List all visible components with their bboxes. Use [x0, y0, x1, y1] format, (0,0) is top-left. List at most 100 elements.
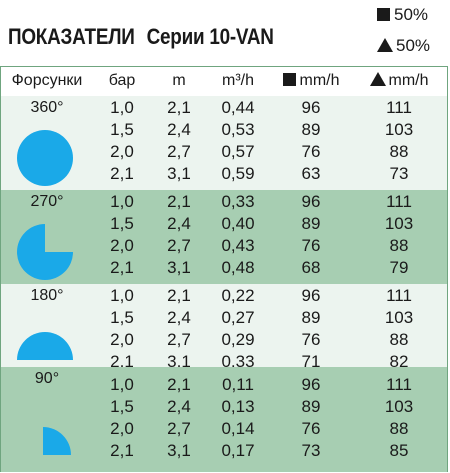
table-row: 2,0 2,7 0,43 76 88 [1, 234, 447, 257]
m-cell: 2,4 [167, 397, 191, 416]
precip-triangle-cell: 88 [389, 142, 409, 161]
bar-cell: 2,0 [110, 142, 134, 161]
precip-square-cell: 76 [301, 142, 321, 161]
square-icon [282, 73, 296, 86]
precip-square-cell: 73 [301, 441, 321, 460]
precip-triangle-cell: 88 [389, 236, 409, 255]
full-circle-icon [15, 128, 75, 193]
precip-triangle-cell: 103 [384, 308, 414, 327]
nozzle-group: 360° 1,0 2,1 0,44 96 111 1,5 2,4 0,53 89 103 2,0 2,7… [1, 96, 447, 190]
flow-cell: 0,17 [221, 441, 255, 460]
nozzle-angle: 90° [34, 370, 60, 387]
table-row: 2,1 3,1 0,59 63 73 [1, 162, 447, 185]
bar-cell: 1,0 [110, 375, 134, 394]
m-cell: 2,1 [167, 98, 191, 117]
precip-square-cell: 89 [301, 308, 321, 327]
table-row: 2,1 3,1 0,33 71 82 [1, 350, 447, 373]
m-cell: 2,1 [167, 192, 191, 211]
m-cell: 2,1 [167, 286, 191, 305]
m-cell: 3,1 [167, 441, 191, 460]
m-cell: 3,1 [167, 352, 191, 371]
half-circle-icon [15, 328, 75, 367]
precip-triangle-cell: 111 [386, 286, 412, 305]
triangle-icon [377, 38, 393, 52]
m-cell: 2,7 [167, 330, 191, 349]
flow-cell: 0,33 [221, 352, 255, 371]
header-m: m [172, 72, 186, 89]
bar-cell: 2,0 [110, 419, 134, 438]
flow-cell: 0,14 [221, 419, 255, 438]
flow-cell: 0,59 [221, 164, 255, 183]
flow-cell: 0,57 [221, 142, 255, 161]
table-row: 2,0 2,7 0,57 76 88 [1, 140, 447, 163]
table-row: 1,0 2,1 0,11 96 111 [1, 373, 447, 396]
precip-triangle-cell: 111 [386, 375, 412, 394]
header-precip-square: mm/h [269, 72, 353, 90]
header-nozzles: Форсунки [11, 72, 83, 89]
precip-triangle-cell: 88 [389, 330, 409, 349]
quarter-circle-icon [41, 423, 77, 462]
flow-cell: 0,40 [221, 214, 255, 233]
precip-square-cell: 96 [301, 192, 321, 211]
bar-cell: 2,1 [110, 352, 134, 371]
legend-triangle: 50% [377, 36, 430, 56]
precip-square-cell: 96 [301, 375, 321, 394]
flow-cell: 0,22 [221, 286, 255, 305]
flow-cell: 0,13 [221, 397, 255, 416]
m-cell: 2,1 [167, 375, 191, 394]
precip-square-cell: 76 [301, 330, 321, 349]
flow-cell: 0,11 [222, 375, 254, 394]
table-row: 1,0 2,1 0,44 96 111 [1, 96, 447, 119]
bar-cell: 1,5 [110, 308, 134, 327]
flow-cell: 0,29 [221, 330, 255, 349]
header-flow: m³/h [222, 72, 254, 89]
header-precip-triangle-label: mm/h [388, 72, 429, 89]
precip-triangle-cell: 88 [389, 419, 409, 438]
legend-triangle-label: 50% [396, 36, 431, 55]
precip-square-cell: 63 [301, 164, 321, 183]
bar-cell: 1,0 [110, 192, 134, 211]
nozzle-angle: 180° [30, 287, 64, 304]
m-cell: 2,7 [167, 236, 191, 255]
m-cell: 2,4 [167, 214, 191, 233]
precip-square-cell: 96 [301, 98, 321, 117]
table-row: 1,5 2,4 0,27 89 103 [1, 306, 447, 329]
table-row: 1,0 2,1 0,33 96 111 [1, 190, 447, 213]
flow-cell: 0,33 [221, 192, 255, 211]
bar-cell: 1,5 [110, 397, 134, 416]
table-row: 1,0 2,1 0,22 96 111 [1, 284, 447, 307]
m-cell: 2,7 [167, 419, 191, 438]
m-cell: 2,4 [167, 308, 191, 327]
precip-triangle-cell: 73 [389, 164, 409, 183]
bar-cell: 2,1 [110, 258, 134, 277]
header-precip-square-label: mm/h [299, 72, 340, 89]
precip-square-cell: 76 [301, 236, 321, 255]
square-icon [377, 8, 390, 21]
flow-cell: 0,43 [221, 236, 255, 255]
precip-square-cell: 89 [301, 397, 321, 416]
table-row: 1,5 2,4 0,40 89 103 [1, 212, 447, 235]
three-quarter-circle-icon [15, 222, 75, 287]
performance-table: Форсунки бар m m³/h mm/h mm/h 360° 1,0 2,1… [0, 66, 448, 472]
m-cell: 3,1 [167, 258, 191, 277]
table-row: 1,5 2,4 0,13 89 103 [1, 395, 447, 418]
table-row: 2,1 3,1 0,48 68 79 [1, 256, 447, 279]
bar-cell: 2,0 [110, 330, 134, 349]
bar-cell: 1,5 [110, 120, 134, 139]
flow-cell: 0,48 [221, 258, 255, 277]
header-bar: бар [108, 72, 136, 89]
precip-triangle-cell: 79 [389, 258, 409, 277]
bar-cell: 1,5 [110, 214, 134, 233]
series-subtitle: Серии 10-VAN [146, 24, 274, 49]
bar-cell: 1,0 [110, 286, 134, 305]
m-cell: 2,4 [167, 120, 191, 139]
legend-square: 50% [377, 5, 428, 25]
flow-cell: 0,44 [221, 98, 255, 117]
table-header: Форсунки бар m m³/h mm/h mm/h [1, 67, 447, 96]
precip-square-cell: 89 [301, 120, 321, 139]
nozzle-angle: 270° [30, 193, 64, 210]
nozzle-group: 90° 1,0 2,1 0,11 96 111 1,5 2,4 0,13 89 103 2,0 2,7 0… [1, 367, 447, 472]
precip-square-cell: 96 [301, 286, 321, 305]
legend-square-label: 50% [394, 5, 429, 24]
flow-cell: 0,53 [221, 120, 255, 139]
